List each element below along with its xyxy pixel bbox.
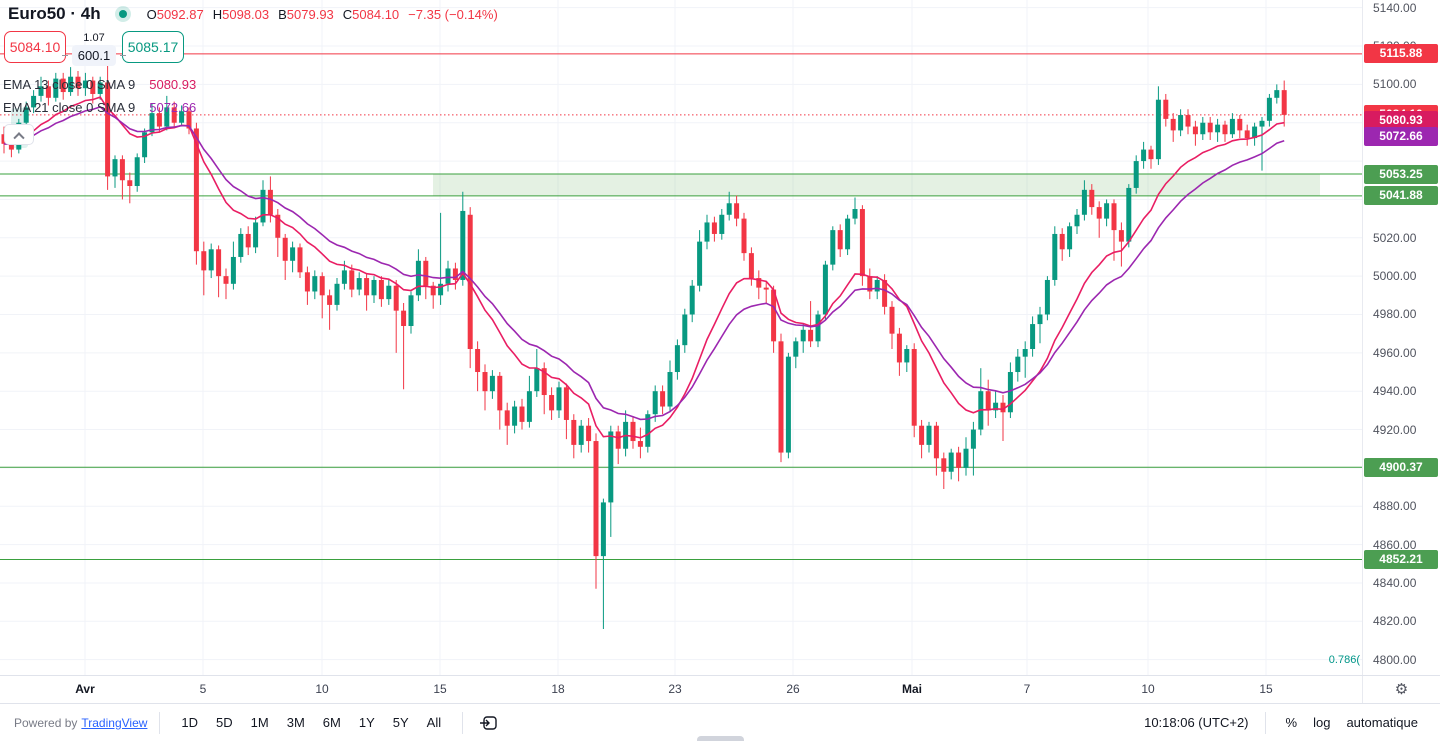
price-tick-label: 4820.00 [1373, 614, 1417, 629]
indicator-ema21-value: 5072.66 [149, 100, 197, 115]
gear-icon[interactable]: ⚙ [1394, 681, 1409, 698]
time-tick-label: Avr [75, 682, 95, 696]
range-button-3m[interactable]: 3M [286, 715, 305, 730]
price-tick-label: 5000.00 [1373, 269, 1417, 284]
price-tick-label: 4920.00 [1373, 422, 1417, 437]
bottom-toolbar: Powered by TradingView 1D 5D 1M 3M 6M 1Y… [0, 703, 1440, 741]
price-tick-label: 4800.00 [1373, 652, 1417, 667]
range-button-1m[interactable]: 1M [250, 715, 269, 730]
powered-by-label: Powered by [14, 715, 78, 730]
indicator-ema21-name: EMA 21 close 0 SMA 9 [3, 100, 136, 115]
price-level-label: 5115.88 [1364, 44, 1438, 64]
time-axis-pane[interactable]: Avr 5 10 15 18 23 26 Mai 7 10 15 [0, 676, 1362, 703]
time-tick-label: 10 [315, 682, 329, 696]
range-button-all[interactable]: All [426, 715, 442, 730]
ohlc-open-value: 5092.87 [156, 6, 204, 22]
ohlc-high-label: H [212, 6, 223, 22]
indicator-ema21-row[interactable]: EMA 21 close 0 SMA 9 5072.66 [3, 100, 196, 115]
indicator-ema13-row[interactable]: EMA 13 close 0 SMA 9 5080.93 [3, 77, 196, 92]
bottom-panel-handle[interactable] [697, 736, 744, 741]
time-tick-label: Mai [901, 682, 922, 696]
legend-collapse-button[interactable] [4, 124, 34, 145]
price-tick-label: 5140.00 [1373, 0, 1417, 15]
time-tick-label: 15 [1259, 682, 1273, 696]
toolbar-left: Powered by TradingView 1D 5D 1M 3M 6M 1Y… [0, 710, 503, 735]
ohlc-high-value: 5098.03 [222, 6, 270, 22]
go-to-date-icon[interactable] [475, 711, 503, 735]
legend-header-row: Euro50 · 4h O5092.87 H5098.03 B5079.93 C… [8, 4, 498, 24]
time-tick-label: 5 [199, 682, 207, 696]
price-level-label: 5041.88 [1364, 186, 1438, 206]
toolbar-separator [1264, 711, 1266, 734]
range-button-5y[interactable]: 5Y [392, 715, 409, 730]
range-button-1d[interactable]: 1D [181, 715, 199, 730]
percent-scale-button[interactable]: % [1285, 715, 1298, 730]
price-pane-svg[interactable] [0, 0, 1362, 675]
price-level-label: 4900.37 [1364, 457, 1438, 477]
ohlc-open-label: O [146, 6, 157, 22]
price-level-label: 4852.21 [1364, 550, 1438, 570]
log-scale-button[interactable]: log [1313, 715, 1331, 730]
symbol-title[interactable]: Euro50 · 4h [8, 4, 101, 23]
time-tick-label: 7 [1023, 682, 1031, 696]
price-tick-label: 4860.00 [1373, 537, 1417, 552]
ohlc-close-value: 5084.10 [352, 6, 400, 22]
price-tick-label: 4940.00 [1373, 384, 1417, 399]
price-axis[interactable]: 5140.005120.005100.005020.005000.004980.… [1362, 0, 1440, 675]
buy-button[interactable]: 5085.17 [122, 31, 184, 63]
ohlc-close-label: C [342, 6, 353, 22]
spread-value: 1.07 [83, 32, 105, 44]
sell-button[interactable]: 5084.10 [4, 31, 66, 63]
price-level-label: 5080.93 [1364, 111, 1438, 131]
time-tick-label: 23 [668, 682, 682, 696]
indicator-ema13-value: 5080.93 [149, 77, 197, 92]
time-tick-label: 15 [433, 682, 447, 696]
range-button-5d[interactable]: 5D [216, 715, 233, 730]
time-tick-label: 18 [551, 682, 565, 696]
price-tick-label: 4880.00 [1373, 499, 1417, 514]
range-button-6m[interactable]: 6M [322, 715, 341, 730]
indicator-ema13-name: EMA 13 close 0 SMA 9 [3, 77, 136, 92]
range-button-1y[interactable]: 1Y [358, 715, 375, 730]
time-tick-label: 10 [1141, 682, 1155, 696]
chart-row: Euro50 · 4h O5092.87 H5098.03 B5079.93 C… [0, 0, 1440, 675]
fib-level-label: 0.786( [1328, 654, 1360, 666]
price-tick-label: 5100.00 [1373, 77, 1417, 92]
trade-widget: 5084.10 1.07 600.1 5085.17 [4, 31, 184, 66]
chart-pane[interactable]: Euro50 · 4h O5092.87 H5098.03 B5079.93 C… [0, 0, 1362, 675]
spread-box: 600.1 [62, 45, 126, 66]
ohlc-low-label: B [278, 6, 287, 22]
time-tick-label: 26 [786, 682, 800, 696]
clock-label[interactable]: 10:18:06 (UTC+2) [1144, 715, 1249, 730]
change-value: −7.35 (−0.14%) [408, 6, 498, 22]
ohlc-low-value: 5079.93 [286, 6, 334, 22]
tradingview-link[interactable]: TradingView [81, 715, 148, 730]
price-tick-label: 4960.00 [1373, 345, 1417, 360]
auto-scale-button[interactable]: automatique [1346, 715, 1418, 730]
price-tick-label: 5020.00 [1373, 230, 1417, 245]
time-axis: Avr 5 10 15 18 23 26 Mai 7 10 15 ⚙ [0, 675, 1440, 703]
toolbar-right: 10:18:06 (UTC+2) % log automatique [1144, 710, 1440, 735]
spread-widget: 1.07 600.1 [62, 31, 126, 66]
price-tick-label: 4980.00 [1373, 307, 1417, 322]
price-level-label: 5072.66 [1364, 127, 1438, 147]
market-status-icon[interactable] [114, 6, 131, 22]
price-level-label: 5053.25 [1364, 164, 1438, 184]
price-tick-label: 4840.00 [1373, 575, 1417, 590]
chevron-up-icon [13, 131, 25, 143]
ohlc-values: O5092.87 H5098.03 B5079.93 C5084.10 −7.3… [147, 7, 498, 22]
toolbar-separator [159, 711, 161, 734]
axis-settings-corner[interactable]: ⚙ [1362, 676, 1440, 703]
toolbar-separator [462, 711, 464, 734]
